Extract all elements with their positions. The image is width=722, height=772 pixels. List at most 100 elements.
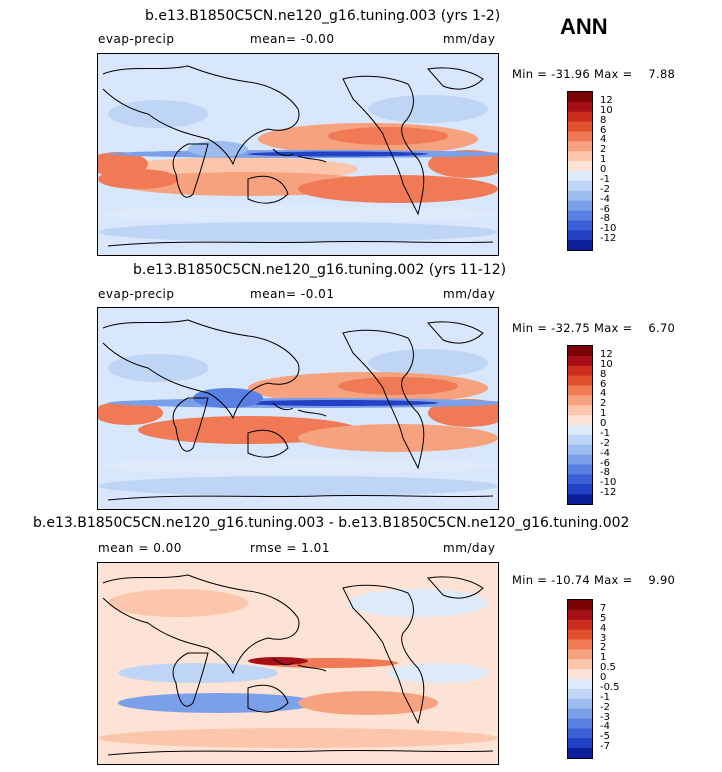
colorbar-tick-label: -4 — [600, 193, 610, 205]
colorbar-tick-label: -1 — [600, 691, 610, 703]
colorbar-swatch — [568, 180, 592, 192]
colorbar-swatch — [568, 474, 592, 485]
colorbar-swatch — [568, 494, 592, 505]
panel-1-field-patches — [98, 95, 498, 242]
panel-3-minmax: Min = -10.74 Max = 9.90 — [512, 573, 676, 587]
panel-2-mean-label: mean= -0.01 — [250, 287, 335, 301]
colorbar-tick-label: -12 — [600, 233, 617, 245]
panel-2-field-label: evap-precip — [98, 287, 175, 301]
panel-2-title: b.e13.B1850C5CN.ne120_g16.tuning.002 (yr… — [133, 262, 507, 278]
colorbar-swatch — [568, 464, 592, 475]
colorbar-swatch — [568, 434, 592, 446]
colorbar-tick-label: -8 — [600, 213, 610, 225]
colorbar-swatch — [568, 346, 592, 357]
colorbar-swatch — [568, 92, 592, 103]
colorbar-tick-label: -4 — [600, 721, 610, 733]
colorbar-swatch — [568, 718, 592, 729]
colorbar-tick-label: -2 — [600, 183, 610, 195]
colorbar-swatch — [568, 688, 592, 700]
colorbar-swatch — [568, 649, 592, 660]
panel-1-mean-label: mean= -0.00 — [250, 32, 335, 46]
colorbar-tick-label: 8 — [600, 114, 607, 126]
colorbar-swatch — [568, 484, 592, 495]
colorbar-tick-label: -3 — [600, 711, 610, 723]
colorbar-swatch — [568, 151, 592, 162]
colorbar-swatch — [568, 121, 592, 133]
colorbar-tick-label: -4 — [600, 447, 610, 459]
colorbar-swatch — [568, 454, 592, 466]
colorbar-swatch — [568, 190, 592, 202]
panel-1-title: b.e13.B1850C5CN.ne120_g16.tuning.003 (yr… — [145, 8, 501, 24]
panel-3-mean-label: mean = 0.00 — [98, 541, 182, 555]
panel-3-colorbar — [567, 599, 593, 759]
colorbar-swatch — [568, 600, 592, 611]
colorbar-tick-label: 1 — [600, 154, 607, 166]
colorbar-tick-label: -6 — [600, 203, 610, 215]
colorbar-swatch — [568, 679, 592, 690]
colorbar-tick-label: -8 — [600, 467, 610, 479]
panel-2-map-svg — [98, 308, 498, 509]
colorbar-tick-label: 1 — [600, 652, 607, 664]
colorbar-tick-label: 6 — [600, 378, 607, 390]
colorbar-swatch — [568, 355, 592, 367]
colorbar-swatch — [568, 111, 592, 123]
panel-1-units: mm/day — [443, 32, 496, 46]
panel-2-map — [97, 307, 499, 510]
colorbar-tick-label: -2 — [600, 701, 610, 713]
colorbar-tick-label: -1 — [600, 173, 610, 185]
colorbar-swatch — [568, 444, 592, 456]
panel-2-coastlines — [102, 319, 494, 501]
panel-3-colorbar-labels: 7 5 4 3 2 1 0.5 0 -0.5 -1 -2 -3 -4 -5 -7 — [600, 599, 640, 757]
colorbar-tick-label: 12 — [600, 94, 613, 106]
colorbar-tick-label: -0.5 — [600, 681, 620, 693]
colorbar-swatch — [568, 748, 592, 759]
panel-1-coastlines — [102, 65, 494, 247]
panel-1-colorbar-labels: 12 10 8 6 4 2 1 0 -1 -2 -4 -6 -8 -10 -12 — [600, 91, 640, 249]
panel-3-coastlines — [102, 574, 494, 756]
colorbar-swatch — [568, 738, 592, 749]
colorbar-tick-label: 2 — [600, 398, 607, 410]
colorbar-tick-label: 7 — [600, 602, 607, 614]
colorbar-tick-label: 2 — [600, 642, 607, 654]
season-label: ANN — [560, 14, 608, 39]
colorbar-tick-label: -2 — [600, 437, 610, 449]
colorbar-swatch — [568, 629, 592, 641]
panel-3-field-patches — [98, 589, 498, 748]
colorbar-swatch — [568, 131, 592, 142]
colorbar-tick-label: 10 — [600, 104, 613, 116]
colorbar-swatch — [568, 385, 592, 396]
colorbar-swatch — [568, 619, 592, 631]
colorbar-tick-label: -10 — [600, 477, 617, 489]
colorbar-tick-label: 0 — [600, 164, 607, 175]
panel-3-units: mm/day — [443, 541, 496, 555]
colorbar-swatch — [568, 405, 592, 416]
colorbar-swatch — [568, 365, 592, 377]
colorbar-tick-label: -1 — [600, 427, 610, 439]
colorbar-tick-label: 4 — [600, 134, 607, 146]
colorbar-tick-label: 2 — [600, 144, 607, 156]
panel-1-colorbar — [567, 91, 593, 251]
colorbar-swatch — [568, 161, 592, 172]
colorbar-swatch — [568, 425, 592, 436]
colorbar-swatch — [568, 728, 592, 739]
colorbar-tick-label: 12 — [600, 348, 613, 360]
panel-2-field-patches — [98, 349, 498, 496]
panel-3-map-svg — [98, 563, 498, 764]
colorbar-swatch — [568, 698, 592, 710]
colorbar-tick-label: 10 — [600, 358, 613, 370]
colorbar-tick-label: 4 — [600, 622, 607, 634]
colorbar-swatch — [568, 171, 592, 182]
panel-2-minmax: Min = -32.75 Max = 6.70 — [512, 321, 676, 335]
panel-2-units: mm/day — [443, 287, 496, 301]
panel-3-colorbar-svg — [568, 600, 592, 759]
colorbar-swatch — [568, 395, 592, 406]
panel-1-field-label: evap-precip — [98, 32, 175, 46]
colorbar-swatch — [568, 609, 592, 621]
colorbar-tick-label: 0 — [600, 672, 607, 683]
panel-2-colorbar-svg — [568, 346, 592, 505]
colorbar-swatch — [568, 220, 592, 231]
colorbar-tick-label: 6 — [600, 124, 607, 136]
colorbar-swatch — [568, 240, 592, 251]
colorbar-tick-label: 0.5 — [600, 662, 616, 674]
colorbar-swatch — [568, 708, 592, 720]
